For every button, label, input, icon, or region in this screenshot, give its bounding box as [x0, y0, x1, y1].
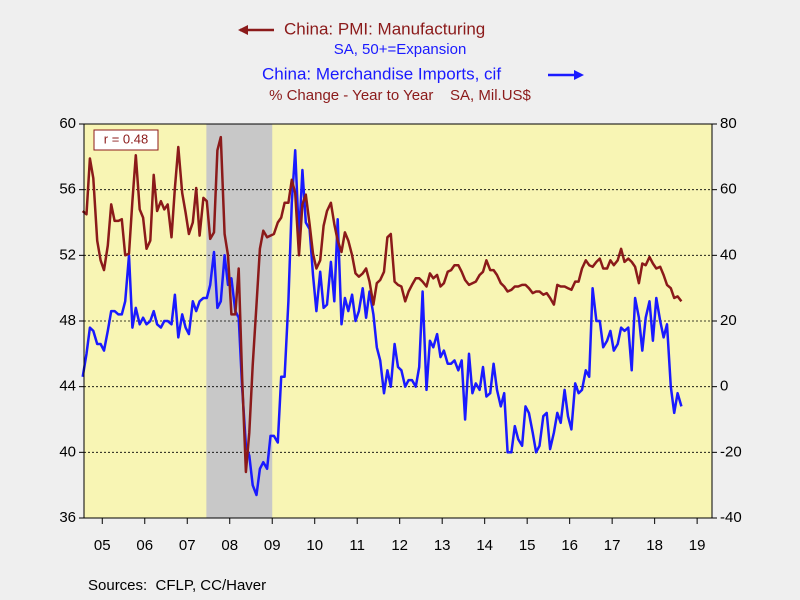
annotation: r = 0.48 — [104, 131, 148, 146]
y2-tick-label: 0 — [720, 378, 728, 395]
y2-tick-label: 40 — [720, 246, 737, 263]
x-tick-label: 12 — [391, 537, 408, 554]
x-tick-label: 08 — [221, 537, 238, 554]
y2-tick-label: -40 — [720, 509, 742, 526]
legend-label: China: Merchandise Imports, cif — [262, 64, 501, 83]
y2-tick-label: -20 — [720, 443, 742, 460]
annotation-box — [93, 129, 159, 151]
legend-arrowhead — [574, 70, 584, 80]
x-tick-label: 05 — [94, 537, 111, 554]
y-tick-label: 52 — [59, 246, 76, 263]
legend-label: China: PMI: Manufacturing — [284, 19, 485, 38]
x-tick-label: 11 — [349, 537, 365, 554]
x-tick-label: 06 — [136, 537, 153, 554]
y2-tick-label: 80 — [720, 115, 737, 132]
x-tick-label: 13 — [434, 537, 451, 554]
x-tick-label: 10 — [306, 537, 323, 554]
x-tick-label: 09 — [264, 537, 281, 554]
x-tick-label: 16 — [561, 537, 578, 554]
legend-note: SA, 50+=Expansion — [334, 41, 467, 58]
legend: China: PMI: Manufacturing SA, 50+=Expans… — [238, 19, 584, 104]
x-tick-label: 15 — [519, 537, 536, 554]
y-tick-label: 36 — [59, 509, 76, 526]
series-line — [81, 149, 683, 497]
x-tick-label: 07 — [179, 537, 196, 554]
x-tick-label: 17 — [604, 537, 621, 554]
x-tick-label: 14 — [476, 537, 493, 554]
y-tick-label: 56 — [59, 181, 76, 198]
series-line — [81, 135, 683, 474]
y-tick-label: 60 — [59, 115, 76, 132]
x-tick-label: 18 — [646, 537, 663, 554]
plot-frame — [83, 123, 713, 519]
y-tick-label: 48 — [59, 312, 76, 329]
y2-tick-label: 20 — [720, 312, 737, 329]
source: Sources: CFLP, CC/Haver — [88, 577, 266, 594]
y2-tick-label: 60 — [720, 181, 737, 198]
y-tick-label: 44 — [59, 378, 76, 395]
legend-arrowhead — [238, 25, 248, 35]
x-tick-label: 19 — [689, 537, 706, 554]
legend-note: % Change - Year to Year SA, Mil.US$ — [269, 87, 531, 104]
y-tick-label: 40 — [59, 443, 76, 460]
